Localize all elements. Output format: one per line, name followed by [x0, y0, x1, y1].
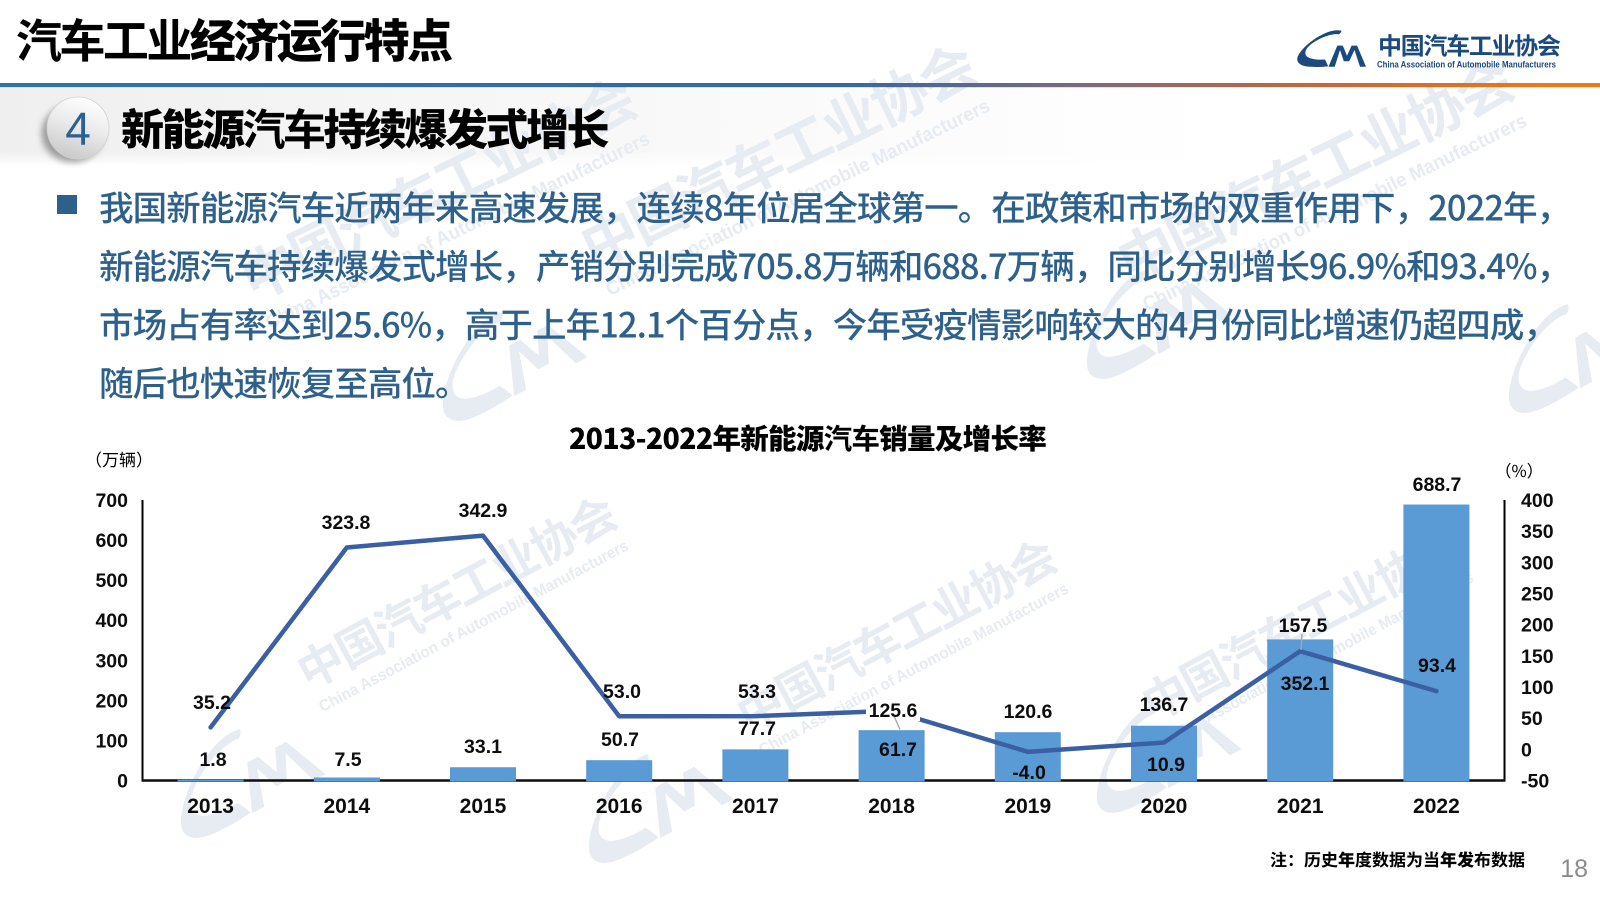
- svg-text:1.8: 1.8: [199, 749, 226, 771]
- svg-text:53.0: 53.0: [603, 681, 641, 703]
- svg-text:200: 200: [95, 690, 128, 712]
- svg-text:-50: -50: [1521, 771, 1549, 793]
- svg-text:2013: 2013: [187, 795, 234, 818]
- svg-text:35.2: 35.2: [193, 692, 231, 714]
- svg-text:200: 200: [1521, 615, 1554, 637]
- svg-text:2021: 2021: [1277, 795, 1324, 818]
- svg-text:323.8: 323.8: [322, 512, 371, 534]
- svg-text:300: 300: [95, 650, 128, 672]
- svg-text:4: 4: [65, 103, 91, 155]
- svg-text:2020: 2020: [1141, 795, 1188, 818]
- svg-text:77.7: 77.7: [738, 718, 776, 740]
- svg-text:2022: 2022: [1413, 795, 1460, 818]
- svg-text:125.6: 125.6: [869, 700, 918, 722]
- svg-text:50.7: 50.7: [601, 729, 639, 751]
- svg-text:688.7: 688.7: [1413, 474, 1462, 496]
- svg-text:350: 350: [1521, 521, 1554, 543]
- svg-text:300: 300: [1521, 552, 1554, 574]
- svg-text:2015: 2015: [460, 795, 507, 818]
- svg-text:0: 0: [1521, 739, 1532, 761]
- svg-text:10.9: 10.9: [1147, 754, 1185, 776]
- svg-text:500: 500: [95, 570, 128, 592]
- svg-text:136.7: 136.7: [1140, 694, 1189, 716]
- svg-text:352.1: 352.1: [1281, 673, 1330, 695]
- svg-text:China Association of Automobil: China Association of Automobile Manufact…: [1377, 60, 1556, 71]
- svg-text:700: 700: [95, 490, 128, 512]
- svg-text:61.7: 61.7: [879, 739, 917, 761]
- svg-text:100: 100: [95, 730, 128, 752]
- svg-text:400: 400: [1521, 490, 1554, 512]
- svg-text:150: 150: [1521, 646, 1554, 668]
- svg-text:120.6: 120.6: [1004, 701, 1053, 723]
- svg-text:7.5: 7.5: [334, 749, 361, 771]
- svg-text:157.5: 157.5: [1279, 615, 1328, 637]
- svg-text:2017: 2017: [732, 795, 779, 818]
- svg-text:33.1: 33.1: [464, 736, 502, 758]
- svg-text:2018: 2018: [868, 795, 915, 818]
- svg-text:18: 18: [1560, 855, 1588, 883]
- svg-text:0: 0: [117, 771, 128, 793]
- svg-text:400: 400: [95, 610, 128, 632]
- svg-text:600: 600: [95, 530, 128, 552]
- svg-text:-4.0: -4.0: [1012, 762, 1046, 784]
- svg-text:53.3: 53.3: [738, 681, 776, 703]
- svg-text:100: 100: [1521, 677, 1554, 699]
- svg-text:250: 250: [1521, 584, 1554, 606]
- svg-text:93.4: 93.4: [1418, 655, 1456, 677]
- svg-text:2014: 2014: [323, 795, 370, 818]
- svg-text:2016: 2016: [596, 795, 643, 818]
- svg-text:2019: 2019: [1004, 795, 1051, 818]
- svg-text:50: 50: [1521, 708, 1543, 730]
- svg-text:342.9: 342.9: [459, 500, 508, 522]
